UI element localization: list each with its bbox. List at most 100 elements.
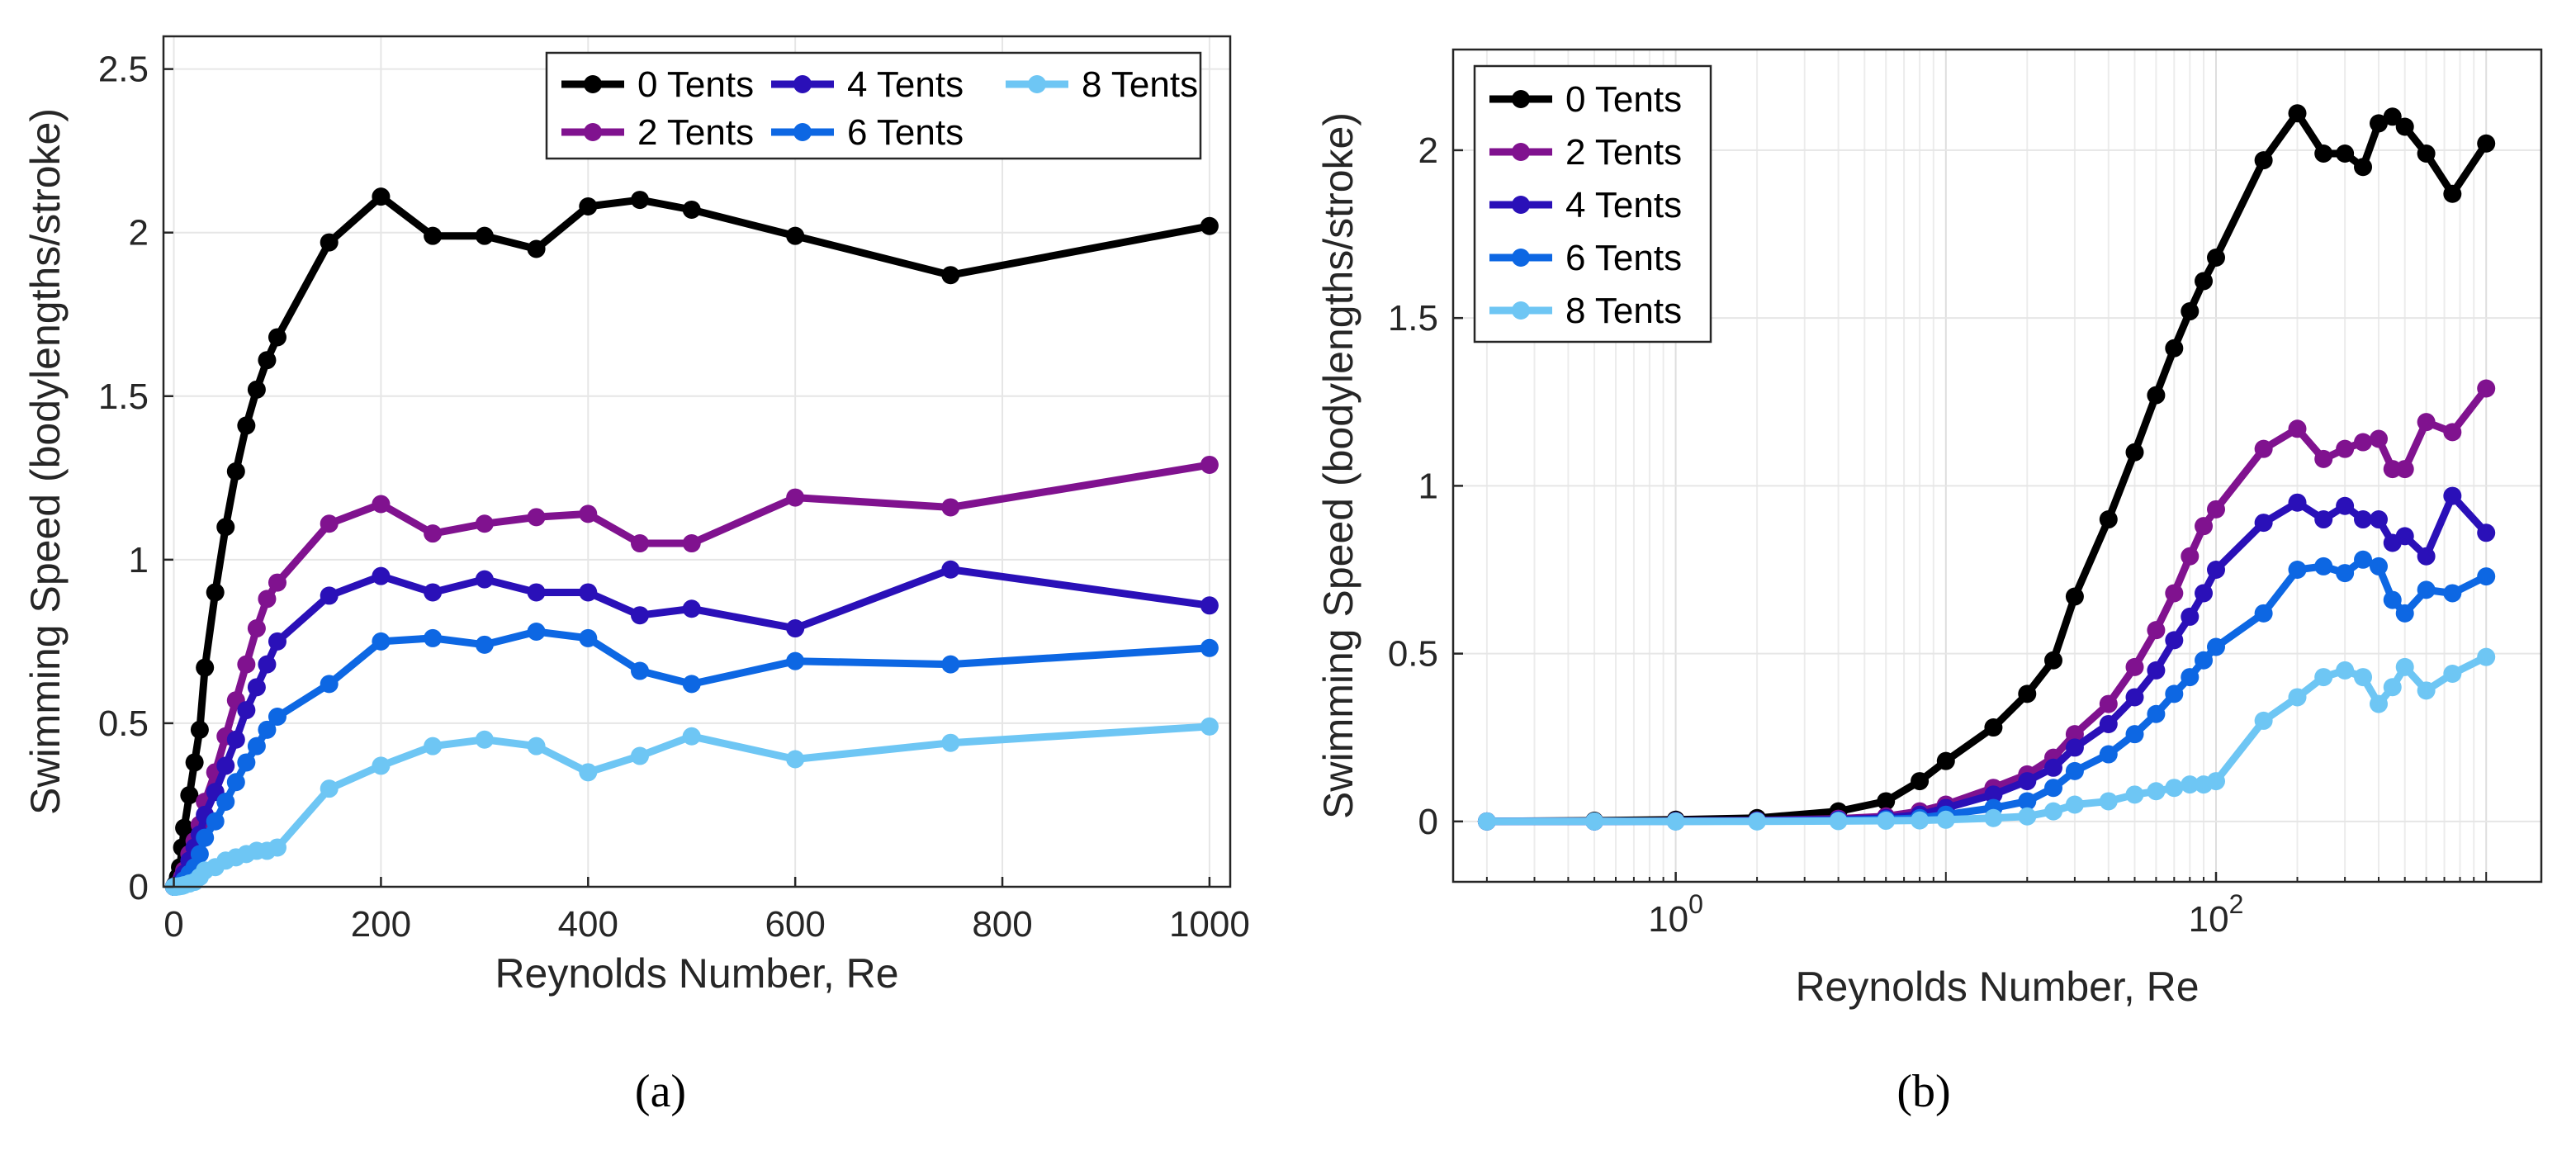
legend-label: 6 Tents [847,112,964,153]
data-point [372,756,391,775]
x-tick-text: 200 [351,904,411,945]
data-point [579,504,598,523]
data-point [579,628,598,647]
data-point [475,635,494,654]
data-point [631,661,650,680]
data-point [2395,460,2414,479]
legend-swatch-marker [584,75,602,93]
data-point [2395,527,2414,546]
data-point [2417,681,2436,700]
data-point [196,658,215,677]
x-tick-label: 200 [351,904,411,945]
data-point [196,828,215,847]
legend-box [545,51,1202,160]
data-point [2370,429,2389,448]
x-tick-exponent: 0 [1688,889,1703,919]
data-point [2354,668,2373,687]
data-point [2099,510,2118,529]
legend-item: 0 Tents [1489,79,1682,120]
y-tick-label: 1.5 [98,377,149,417]
data-point [372,187,391,206]
data-point [2383,678,2402,697]
data-point [180,786,199,805]
data-point [226,773,245,792]
legend-item: 4 Tents [771,64,964,105]
data-point [2370,114,2389,133]
data-point [2254,439,2273,458]
data-point [786,619,805,638]
data-point [2254,604,2273,623]
data-point [2018,684,2037,703]
data-point [2181,302,2200,321]
data-point [1984,718,2003,737]
data-point [216,756,235,775]
data-point [579,197,598,216]
data-point [2354,550,2373,569]
legend-label: 4 Tents [1565,185,1682,225]
data-point [2395,604,2414,623]
axes-box [1451,48,2543,883]
data-point [2044,758,2063,777]
data-point [258,655,277,674]
x-tick-text: 600 [765,904,825,945]
data-point [2383,107,2402,126]
x-tick-text: 800 [972,904,1032,945]
legend: 0 Tents 4 Tents 8 Tents 2 Tents 6 Tents [545,51,1202,160]
data-point [2195,272,2214,291]
data-point [2099,745,2118,764]
data-point [2395,657,2414,676]
data-point [268,573,286,592]
data-point [2443,423,2462,442]
legend-swatch-marker [584,123,602,141]
series-0-tents [1477,104,2496,831]
data-point [1748,812,1767,831]
data-point [2018,772,2037,791]
data-point [268,708,286,726]
data-point [216,518,235,537]
data-point [2477,523,2496,542]
axes-box [162,35,1232,888]
x-tick-label: 600 [765,904,825,945]
data-point [1666,812,1685,831]
data-point [247,619,266,638]
data-point [2336,564,2355,583]
plot-area [163,36,1230,887]
data-point [268,838,286,857]
data-point [268,328,286,347]
data-point [2065,587,2084,606]
data-point [2383,590,2402,609]
x-tick-exponent: 2 [2229,889,2244,919]
legend-item: 2 Tents [561,112,754,153]
data-point [1477,812,1496,831]
data-point [2125,443,2144,462]
legend-swatch-marker [793,75,812,93]
data-point [2018,807,2037,826]
data-point [2044,651,2063,670]
data-point [320,233,339,252]
y-tick-label: 1 [129,540,149,580]
legend-item: 4 Tents [1489,185,1682,225]
data-point [1200,638,1219,657]
data-point [1585,812,1604,831]
data-point [372,566,391,585]
data-point [2065,761,2084,780]
data-point [941,498,960,517]
data-point [258,351,277,370]
legend-label: 0 Tents [637,64,754,105]
data-point [2336,144,2355,163]
data-point [2314,449,2333,468]
x-tick-text: 10 [2189,899,2229,940]
data-point [2370,694,2389,713]
data-point [2065,738,2084,757]
legend-item: 8 Tents [1006,64,1198,105]
data-point [1911,811,1930,830]
data-point [2336,496,2355,515]
data-point [175,818,194,837]
data-point [424,583,443,602]
legend-label: 2 Tents [1565,132,1682,173]
data-point [2195,584,2214,603]
y-tick-label: 0.5 [1388,634,1438,675]
data-point [2207,772,2226,791]
data-point [475,570,494,589]
panel-caption: (b) [1896,1066,1950,1117]
